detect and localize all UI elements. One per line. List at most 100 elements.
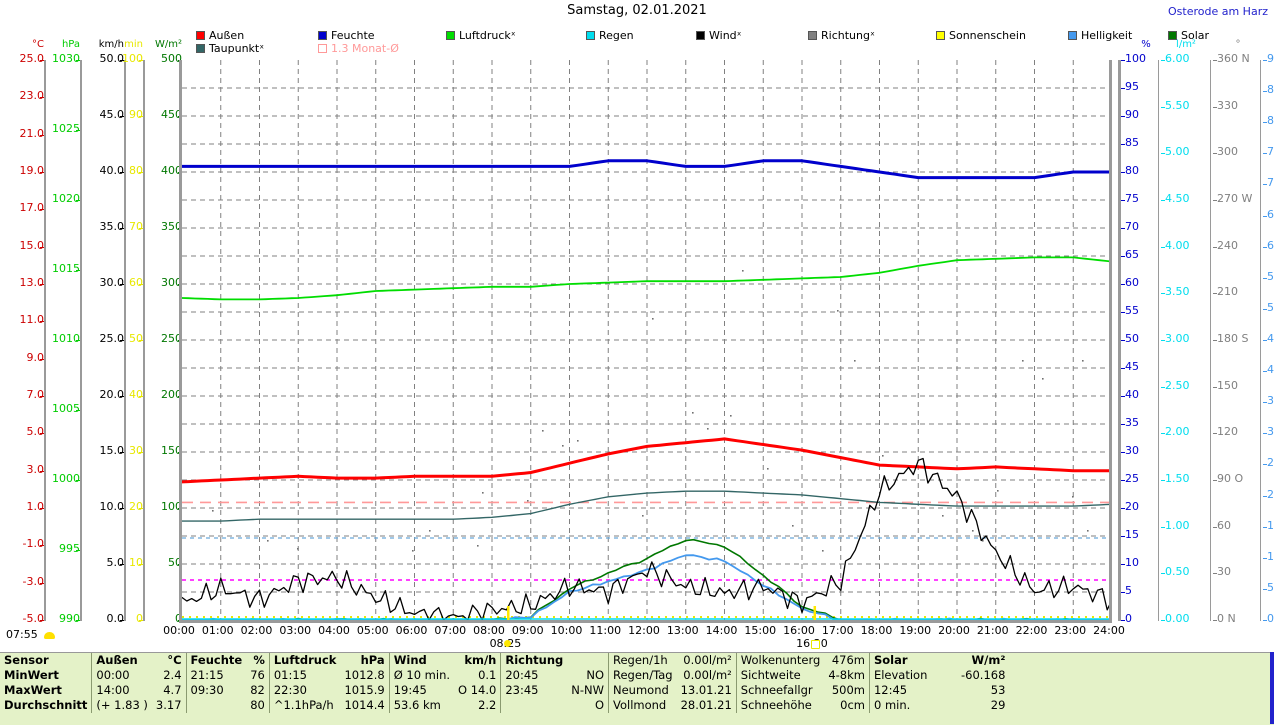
axis-tick: 330 [1217, 98, 1238, 112]
axis-tick-mark [1161, 200, 1165, 201]
axis-tick: 0.50 [1165, 565, 1190, 579]
chart-legend: Außen Feuchte Luftdruckˣ Regen Windˣ Richtung… [196, 30, 1209, 56]
axis-tick-mark [120, 60, 124, 61]
axis-tick-mark [40, 134, 44, 136]
solar-header: Solar [868, 653, 932, 668]
axis-tick: 1010 [52, 332, 80, 345]
axis-tick: 180 S [1217, 332, 1249, 345]
legend-item-wind[interactable]: Windˣ [696, 30, 742, 42]
axis-tick: 0 [1267, 612, 1274, 625]
axis-tick: 23.0 [19, 89, 45, 103]
axis-tick: 60 [1217, 518, 1231, 532]
axis-tick: 210 [1217, 285, 1238, 299]
cell-richtung-value: O [594, 698, 604, 712]
axis-tick-mark [120, 620, 124, 621]
axis-tick-mark [1263, 308, 1267, 310]
axis-line [1210, 60, 1211, 621]
axis-tick: 4.00 [1165, 238, 1190, 252]
x-axis-tick-label: 09:00 [511, 624, 544, 637]
axis-tick: 85 [1125, 136, 1139, 149]
legend-item-feuchte[interactable]: Feuchte [318, 30, 375, 42]
legend-item-taupunkt[interactable]: Taupunktˣ [196, 43, 264, 55]
legend-item-1-3-monat[interactable]: 1.3 Monat-Ø [318, 43, 399, 55]
axis-tick-mark [76, 410, 80, 411]
axis-tick: 55 [1267, 269, 1274, 283]
axis-tick: 30 [1267, 425, 1274, 439]
axis-tick-mark [1121, 592, 1125, 593]
legend-item-sonnenschein[interactable]: Sonnenschein [936, 30, 1026, 42]
x-axis-tick-label: 02:00 [240, 624, 273, 637]
axis-unit-Wm: W/m² [154, 39, 182, 50]
sun-marker-time: 16:20 [782, 637, 828, 650]
legend-item-helligkeit[interactable]: Helligkeit [1068, 30, 1132, 42]
cell-feuchte-label: 09:30 [185, 683, 247, 698]
axis-tick-mark [139, 396, 143, 397]
axis-tick: 25.0 [19, 52, 45, 65]
axis-tick: 3.0 [26, 462, 45, 476]
axis-tick: 25 [1267, 456, 1274, 470]
axis-tick: 15 [1125, 528, 1139, 541]
legend-label: Windˣ [709, 29, 742, 42]
group-header-aussen: Außen [91, 653, 152, 668]
axis-tick-mark [1263, 215, 1267, 217]
axis-unit-lm: l/m² [1176, 39, 1196, 50]
axis-tick-mark [1263, 495, 1267, 497]
cell-luftdruck-value: 1012.8 [344, 668, 385, 682]
legend-item-regen[interactable]: Regen [586, 30, 634, 42]
x-axis-tick-label: 00:00 [163, 624, 195, 637]
summary-table: Sensor Außen °C Feuchte% Luftdruck hPa Wind km/… [0, 652, 1274, 725]
axis-tick: 5.00 [1165, 145, 1190, 159]
axis-tick-mark [1121, 396, 1125, 397]
axis-tick: 40 [1125, 388, 1139, 401]
legend-swatch-icon [936, 31, 945, 40]
axis-tick: 70 [1125, 220, 1139, 233]
legend-item-richtung[interactable]: Richtungˣ [808, 30, 875, 42]
axis-tick-mark [139, 564, 143, 565]
cell-feuchte-label: 21:15 [185, 668, 247, 683]
cell-wind-value: O 14.0 [458, 683, 497, 697]
misc-right-value: 476m [831, 653, 865, 667]
axis-line [1158, 60, 1159, 621]
cell-aussen-label: 14:00 [91, 683, 152, 698]
axis-tick: -1.0 [22, 537, 44, 551]
chart-plot-area[interactable] [179, 60, 1112, 620]
legend-swatch-icon [318, 44, 327, 53]
sun-square-icon [810, 640, 820, 649]
solar-unit: W/m² [971, 653, 1006, 667]
legend-item-solar[interactable]: Solar [1168, 30, 1209, 42]
cell-luftdruck-label: 01:15 [268, 668, 341, 683]
axis-tick: 1005 [52, 402, 80, 415]
x-axis-tick-label: 13:00 [666, 624, 699, 637]
axis-tick: 15 [1267, 518, 1274, 532]
sunrise-label: 07:55 [6, 628, 56, 641]
axis-tick-mark [1121, 480, 1125, 481]
legend-item-luftdruck[interactable]: Luftdruckˣ [446, 30, 516, 42]
cell-richtung-label: 23:45 [500, 683, 568, 698]
axis-tick-mark [1161, 60, 1165, 61]
axis-tick: 30.0 [99, 276, 125, 289]
axis-tick: 19.0 [19, 164, 45, 177]
axis-tick: 5.0 [26, 425, 45, 439]
axis-tick-mark [1213, 153, 1217, 155]
axis-tick-mark [40, 321, 44, 323]
axis-tick: 300 [1217, 145, 1238, 159]
axis-tick: 360 N [1217, 52, 1250, 65]
legend-swatch-icon [808, 31, 817, 40]
axis-tick-mark [1161, 386, 1165, 388]
axis-tick: 15.0 [99, 444, 125, 457]
axis-tick: 400 [161, 164, 182, 177]
misc-left-value: 13.01.21 [680, 683, 732, 697]
x-axis-tick-label: 22:00 [1015, 624, 1048, 637]
legend-item-au-en[interactable]: Außen [196, 30, 244, 42]
axis-tick-mark [1121, 340, 1125, 341]
axis-tick: 17.0 [19, 201, 45, 215]
group-header-wind: Wind [388, 653, 455, 668]
axis-tick-mark [40, 582, 44, 584]
misc-left-label: Regen/1h [607, 653, 677, 668]
x-axis-tick-label: 18:00 [860, 624, 893, 637]
axis-tick-mark [1263, 620, 1267, 621]
axis-tick: 10 [1125, 556, 1139, 569]
axis-tick-mark [1263, 60, 1267, 61]
x-axis-tick-label: 03:00 [279, 624, 312, 637]
group-header-luftdruck: Luftdruck [268, 653, 341, 668]
